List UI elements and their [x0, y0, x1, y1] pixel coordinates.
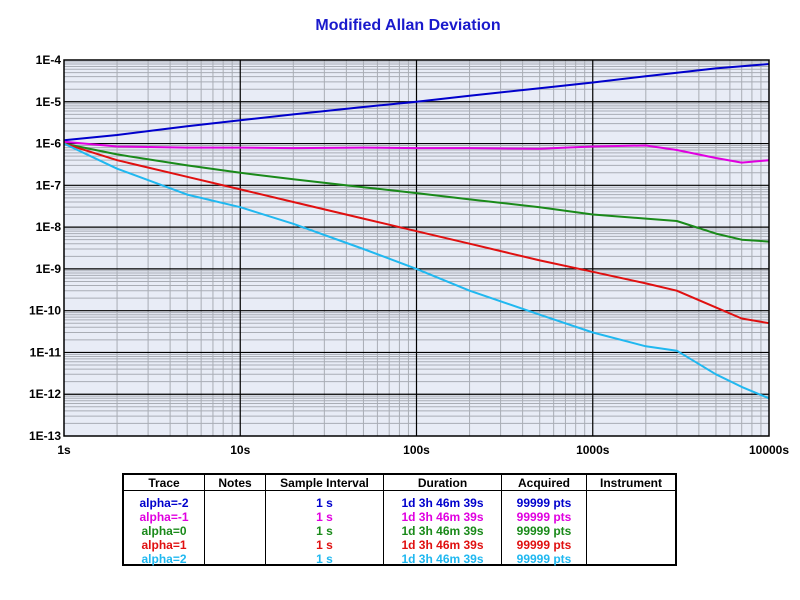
legend-acquired-value: 99999 pts [516, 524, 572, 538]
legend-notes-value [205, 510, 265, 524]
y-tick-label: 1E-5 [36, 95, 62, 109]
legend-instrument-value [587, 538, 675, 552]
legend-interval-value: 1 s [316, 496, 333, 510]
x-tick-label: 100s [403, 443, 430, 457]
legend-duration-value: 1d 3h 46m 39s [401, 538, 484, 552]
acquired-column: 99999 pts 99999 pts 99999 pts 99999 pts 9999… [501, 490, 587, 566]
y-tick-label: 1E-11 [30, 345, 62, 359]
plot-frame [63, 59, 770, 437]
legend-acquired-value: 99999 pts [516, 510, 572, 524]
legend-duration-value: 1d 3h 46m 39s [401, 552, 484, 566]
plot-area: 1E-4 1E-5 1E-6 1E-7 1E-8 1E-9 1E-10 1E-11 1E-12 1… [29, 53, 789, 457]
y-tick-label: 1E-9 [36, 262, 62, 276]
duration-column: 1d 3h 46m 39s 1d 3h 46m 39s 1d 3h 46m 39s 1… [383, 490, 502, 566]
chart-title: Modified Allan Deviation [315, 17, 501, 34]
legend-interval-value: 1 s [316, 524, 333, 538]
legend-instrument-value [587, 552, 675, 566]
series-line-alpha=2 [63, 142, 770, 400]
y-tick-label: 1E-4 [36, 53, 62, 67]
series-line-alpha=-2 [63, 63, 770, 142]
y-tick-label: 1E-7 [36, 178, 62, 192]
header-instrument: Instrument [586, 475, 675, 491]
legend-acquired-value: 99999 pts [516, 496, 572, 510]
y-tick-label: 1E-10 [29, 304, 61, 318]
series-line-alpha=1 [63, 142, 770, 325]
legend-acquired-value: 99999 pts [516, 552, 572, 566]
legend-notes-value [205, 496, 265, 510]
legend-notes-value [205, 538, 265, 552]
x-axis-tick-labels: 1s 10s 100s 1000s 10000s [57, 443, 789, 457]
legend-duration-value: 1d 3h 46m 39s [401, 510, 484, 524]
legend-notes-value [205, 552, 265, 566]
x-tick-label: 10000s [749, 443, 789, 457]
legend-interval-value: 1 s [316, 552, 333, 566]
y-tick-label: 1E-8 [36, 220, 62, 234]
legend-trace-value: alpha=-1 [139, 510, 189, 524]
legend-trace-value: alpha=-2 [139, 496, 189, 510]
legend-trace-value: alpha=2 [141, 552, 187, 566]
header-sample-interval: Sample Interval [265, 475, 384, 491]
series-line-alpha=-1 [63, 140, 770, 164]
series-line-alpha=0 [63, 142, 770, 243]
notes-column [204, 490, 266, 566]
legend-trace-value: alpha=1 [141, 538, 187, 552]
x-tick-label: 1s [57, 443, 71, 457]
header-notes: Notes [204, 475, 266, 491]
y-tick-label: 1E-13 [29, 429, 61, 443]
y-tick-label: 1E-6 [36, 137, 62, 151]
y-axis-tick-labels: 1E-4 1E-5 1E-6 1E-7 1E-8 1E-9 1E-10 1E-11 1E-12 1… [29, 53, 61, 443]
legend-notes-value [205, 524, 265, 538]
legend-duration-value: 1d 3h 46m 39s [401, 524, 484, 538]
legend-table: Trace Notes Sample Interval Duration Acq… [122, 473, 677, 566]
legend-header-row: Trace Notes Sample Interval Duration Acq… [124, 475, 675, 491]
x-tick-label: 10s [230, 443, 250, 457]
legend-trace-value: alpha=0 [141, 524, 187, 538]
series-lines [63, 63, 770, 400]
trace-column: alpha=-2 alpha=-1 alpha=0 alpha=1 alpha=2 [124, 490, 205, 566]
header-duration: Duration [383, 475, 502, 491]
legend-instrument-value [587, 496, 675, 510]
legend-interval-value: 1 s [316, 538, 333, 552]
y-tick-label: 1E-12 [29, 387, 61, 401]
legend-acquired-value: 99999 pts [516, 538, 572, 552]
legend-interval-value: 1 s [316, 510, 333, 524]
legend-duration-value: 1d 3h 46m 39s [401, 496, 484, 510]
header-trace: Trace [124, 475, 205, 491]
legend-instrument-value [587, 510, 675, 524]
instrument-column [587, 491, 676, 567]
x-tick-label: 1000s [576, 443, 610, 457]
legend-instrument-value [587, 524, 675, 538]
header-acquired: Acquired [501, 475, 587, 491]
